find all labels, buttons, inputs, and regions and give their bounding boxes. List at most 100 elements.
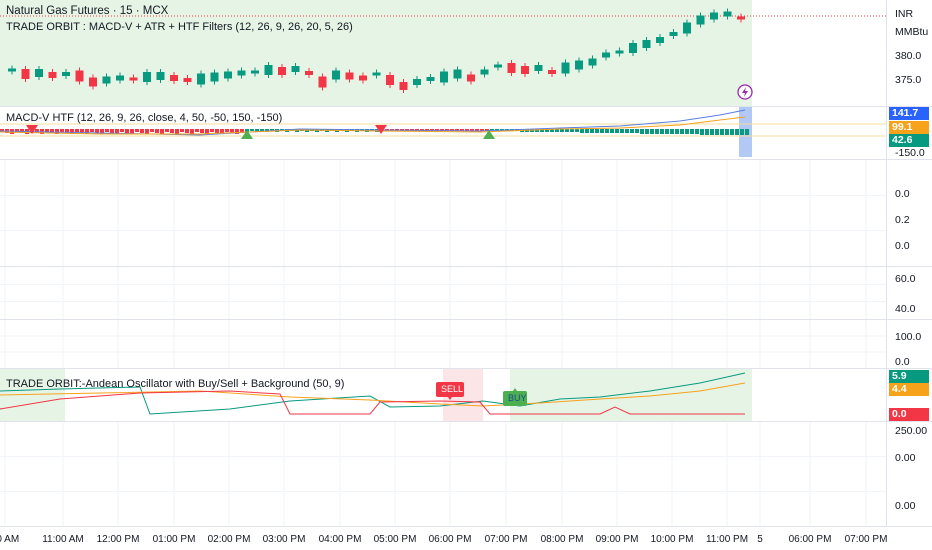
pane-separator[interactable]: [0, 421, 932, 422]
bull-value-tag: 5.9: [889, 370, 929, 383]
histogram-bar: [60, 129, 64, 132]
sell-triangle: [375, 125, 387, 134]
macd-title[interactable]: MACD-V HTF (12, 26, 9, 26, close, 4, 50,…: [6, 112, 283, 124]
histogram-bar: [85, 129, 89, 134]
empty-pane[interactable]: [0, 320, 886, 368]
histogram-bar: [460, 129, 464, 131]
histogram-bar: [225, 129, 229, 132]
candle: [224, 71, 232, 79]
candle: [656, 37, 664, 43]
macd-chart: [0, 107, 886, 157]
candle: [116, 75, 124, 81]
empty-pane[interactable]: [0, 267, 886, 319]
axis-tick: 0.00: [895, 500, 916, 512]
histogram-bar: [250, 129, 254, 131]
histogram-bar: [150, 129, 154, 132]
sell-signal-label: SELL: [441, 384, 464, 394]
empty-axis[interactable]: 250.00 0.00 0.00: [886, 422, 932, 526]
histogram-bar: [240, 129, 244, 132]
histogram-bar: [445, 129, 449, 131]
histogram-bar: [605, 129, 609, 133]
candle: [588, 58, 597, 66]
indicator1-title[interactable]: TRADE ORBIT : MACD-V + ATR + HTF Filters…: [6, 21, 353, 33]
histogram-bar: [65, 129, 69, 133]
candle: [413, 79, 421, 85]
flash-icon-glyph: [742, 87, 748, 97]
currency-label[interactable]: INR: [895, 8, 914, 20]
unit-label[interactable]: MMBtu: [895, 26, 929, 38]
buy-triangle: [241, 130, 253, 139]
candle: [737, 16, 745, 20]
candle: [359, 75, 367, 81]
candle: [642, 40, 651, 48]
candle: [89, 77, 97, 87]
candle: [480, 69, 489, 75]
bear-value-tag: 4.4: [889, 383, 929, 396]
time-label: 07:00 PM: [484, 534, 528, 545]
symbol-title[interactable]: Natural Gas Futures · 15 · MCX: [6, 5, 169, 17]
pane-separator[interactable]: [0, 106, 932, 107]
histogram-bar: [55, 129, 59, 134]
time-axis[interactable]: 00 AM 11:00 AM 12:00 PM 01:00 PM 02:00 PM 03:…: [0, 527, 888, 550]
candle: [696, 15, 705, 25]
time-label: 03:00 PM: [262, 534, 306, 545]
histogram-bar: [745, 129, 749, 135]
time-label: 12:00 PM: [96, 534, 140, 545]
time-label: 07:00 PM: [844, 534, 888, 545]
histogram-bar: [235, 129, 239, 134]
pane-separator[interactable]: [0, 368, 932, 369]
empty-axis[interactable]: 60.0 40.0: [886, 267, 932, 319]
histogram-bar: [45, 129, 49, 132]
histogram-bar: [190, 129, 194, 134]
histogram-bar: [655, 129, 659, 134]
histogram-bar: [35, 129, 39, 133]
empty-axis[interactable]: 0.0 0.2 0.0: [886, 160, 932, 266]
histogram-bar: [480, 129, 484, 131]
histogram-bar: [115, 129, 119, 134]
histogram-bar: [130, 129, 134, 134]
candle: [48, 72, 57, 78]
candle: [507, 63, 516, 73]
andean-axis[interactable]: 5.9 4.4 0.0: [886, 369, 932, 421]
histogram-bar: [430, 129, 434, 131]
bear-line: [0, 382, 746, 407]
histogram-bar: [475, 129, 479, 131]
pane-separator[interactable]: [0, 159, 932, 160]
histogram-bar: [15, 129, 19, 132]
candle: [494, 64, 502, 68]
candle: [548, 70, 556, 74]
price-pane[interactable]: Natural Gas Futures · 15 · MCX TRADE ORB…: [0, 0, 886, 106]
histogram-bar: [175, 129, 179, 134]
macd-pane[interactable]: MACD-V HTF (12, 26, 9, 26, close, 4, 50,…: [0, 107, 886, 159]
andean-title[interactable]: TRADE ORBIT:-Andean Oscillator with Buy/…: [6, 378, 345, 390]
histogram-bar: [650, 129, 654, 134]
time-label: 09:00 PM: [595, 534, 639, 545]
candle: [183, 78, 192, 82]
empty-axis[interactable]: 100.0 0.0: [886, 320, 932, 368]
histogram-bar: [90, 129, 94, 132]
time-label: 00 AM: [0, 534, 20, 545]
sell-signal-box: [436, 382, 464, 397]
candle: [8, 68, 16, 72]
pane-separator[interactable]: [0, 319, 932, 320]
axis-tick: 0.00: [895, 452, 916, 464]
histogram-bar: [665, 129, 669, 134]
candle: [251, 70, 259, 74]
histogram-bar: [555, 129, 559, 132]
sell-triangle: [26, 125, 38, 134]
macd-axis[interactable]: 141.7 99.1 42.6 -150.0: [886, 107, 932, 159]
histogram-bar: [485, 129, 489, 131]
price-axis[interactable]: INR MMBtu 380.0 375.0: [886, 0, 932, 106]
empty-pane[interactable]: [0, 160, 886, 266]
bull-line: [0, 372, 746, 415]
histogram-bar: [710, 129, 714, 135]
empty-pane[interactable]: [0, 422, 886, 526]
pane-separator[interactable]: [0, 266, 932, 267]
candle: [710, 12, 718, 20]
histogram-bar: [260, 129, 264, 131]
grid: [0, 160, 886, 266]
andean-pane[interactable]: TRADE ORBIT:-Andean Oscillator with Buy/…: [0, 369, 886, 421]
candle: [615, 50, 624, 54]
histogram-bar: [70, 129, 74, 134]
grid: [0, 267, 886, 319]
